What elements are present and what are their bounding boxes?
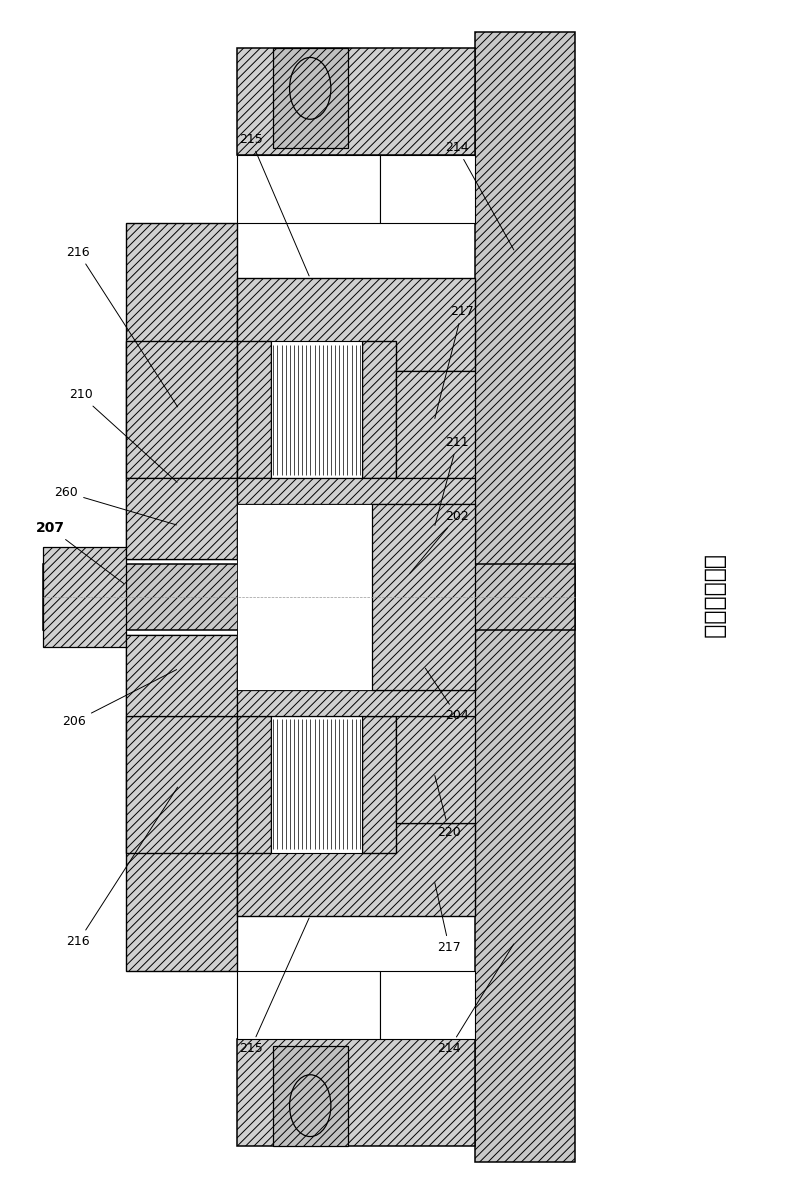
Text: 214: 214	[446, 141, 514, 250]
Text: 207: 207	[36, 521, 124, 584]
Text: 210: 210	[69, 388, 177, 482]
Bar	[237, 155, 380, 222]
Text: 260: 260	[54, 486, 177, 525]
Polygon shape	[362, 716, 396, 853]
Polygon shape	[279, 716, 300, 820]
Text: 215: 215	[238, 133, 309, 276]
Polygon shape	[337, 374, 358, 478]
Text: 204: 204	[426, 669, 469, 722]
Polygon shape	[42, 547, 126, 647]
Text: 220: 220	[435, 776, 461, 839]
Bar	[237, 972, 380, 1039]
Polygon shape	[237, 478, 475, 504]
Circle shape	[290, 1075, 331, 1137]
Polygon shape	[237, 690, 475, 716]
Polygon shape	[475, 32, 574, 1162]
Circle shape	[290, 57, 331, 119]
Polygon shape	[273, 1046, 348, 1146]
Polygon shape	[237, 278, 475, 371]
Text: （现有技术）: （现有技术）	[702, 555, 726, 639]
Polygon shape	[273, 48, 348, 148]
Polygon shape	[126, 478, 237, 559]
Polygon shape	[396, 716, 475, 823]
Polygon shape	[126, 341, 237, 478]
Bar	[271, 341, 362, 478]
Polygon shape	[126, 635, 237, 972]
Text: 202: 202	[410, 510, 469, 573]
Bar	[380, 155, 475, 222]
Text: 206: 206	[62, 670, 177, 728]
Polygon shape	[237, 48, 475, 155]
Polygon shape	[42, 564, 574, 630]
Polygon shape	[237, 504, 475, 559]
Bar	[380, 972, 475, 1039]
Polygon shape	[396, 371, 475, 478]
Text: 214: 214	[438, 944, 514, 1055]
Polygon shape	[362, 341, 396, 478]
Bar	[237, 504, 372, 690]
Polygon shape	[237, 341, 271, 478]
Text: 215: 215	[238, 918, 309, 1055]
Text: 217: 217	[434, 882, 461, 954]
Text: 216: 216	[66, 246, 178, 407]
Text: 217: 217	[435, 306, 474, 418]
Bar	[237, 630, 475, 639]
Bar	[271, 716, 362, 853]
Polygon shape	[279, 374, 300, 478]
Polygon shape	[126, 635, 237, 716]
Polygon shape	[372, 504, 475, 690]
Bar	[237, 555, 475, 564]
Polygon shape	[237, 823, 475, 916]
Polygon shape	[337, 716, 358, 820]
Polygon shape	[237, 635, 475, 690]
Polygon shape	[126, 222, 237, 559]
Polygon shape	[237, 1039, 475, 1146]
Polygon shape	[126, 716, 237, 853]
Text: 211: 211	[435, 436, 469, 525]
Text: 216: 216	[66, 787, 178, 948]
Polygon shape	[237, 716, 271, 853]
